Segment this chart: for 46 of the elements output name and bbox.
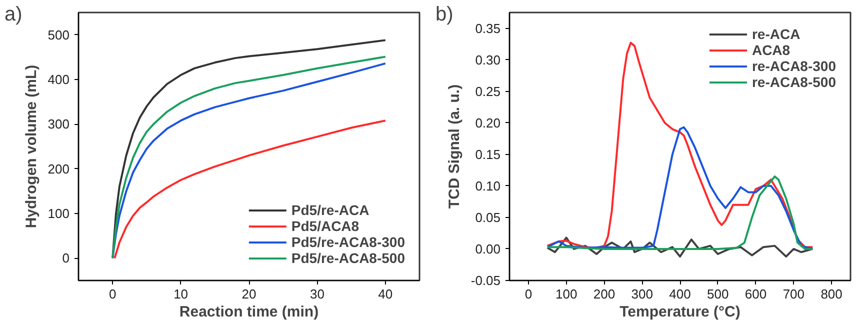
y-tick-label: 300 [48, 116, 70, 132]
y-tick-label: 0.00 [475, 241, 501, 256]
x-tick-label: 600 [744, 286, 767, 302]
x-tick-label: 10 [174, 286, 188, 302]
legend-label: Pd5/re-ACA8-500 [291, 250, 405, 266]
legend-label: Pd5/re-ACA8-300 [291, 234, 405, 250]
legend-label: re-ACA8-300 [752, 58, 836, 74]
y-tick-label: 100 [48, 206, 70, 221]
legend-label: Pd5/re-ACA [291, 202, 370, 218]
x-axis-title: Temperature (°C) [620, 304, 740, 320]
y-tick-label: -0.05 [470, 273, 501, 288]
x-tick-label: 0 [524, 286, 532, 302]
x-tick-label: 500 [707, 286, 729, 302]
legend-label: Pd5/ACA8 [291, 218, 360, 234]
y-tick-label: 0.25 [475, 84, 501, 99]
line-series [546, 236, 814, 258]
y-tick-label: 400 [48, 72, 70, 87]
x-tick-label: 700 [782, 286, 805, 302]
x-tick-label: 800 [820, 286, 842, 302]
x-tick-label: 100 [555, 286, 578, 302]
x-axis-title: Reaction time (min) [179, 304, 319, 320]
y-tick-label: 0.35 [475, 20, 501, 36]
y-tick-label: 0 [62, 250, 70, 266]
y-tick-label: 0.15 [475, 146, 501, 162]
legend-label: re-ACA [752, 26, 800, 42]
y-tick-label: 0.30 [475, 52, 501, 68]
y-tick-label: 0.05 [475, 210, 501, 225]
y-axis-title: Hydrogen volume (mL) [22, 64, 40, 228]
text: a) [4, 4, 22, 26]
line-series [546, 126, 814, 250]
text: b) [436, 4, 454, 26]
x-tick-label: 20 [242, 286, 256, 302]
y-tick-label: 0.10 [475, 178, 501, 194]
x-tick-label: 0 [108, 286, 116, 302]
legend-label: re-ACA8-500 [752, 74, 836, 90]
x-tick-label: 40 [378, 286, 393, 302]
x-tick-label: 30 [310, 286, 324, 302]
y-tick-label: 500 [48, 27, 70, 42]
y-axis-title: TCD Signal (a. u.) [446, 84, 463, 209]
y-tick-label: 0.20 [475, 115, 501, 130]
x-tick-label: 300 [631, 286, 653, 302]
x-tick-label: 200 [593, 286, 616, 302]
line-series [546, 175, 814, 250]
y-tick-label: 200 [48, 161, 70, 176]
legend-label: ACA8 [752, 42, 790, 58]
x-tick-label: 400 [669, 286, 691, 302]
